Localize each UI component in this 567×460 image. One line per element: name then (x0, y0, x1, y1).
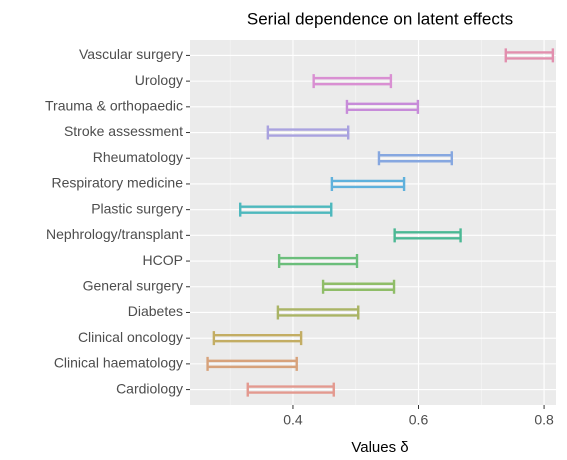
interval (212, 331, 303, 346)
interval (330, 176, 406, 191)
interval (276, 305, 360, 320)
interval (246, 382, 335, 397)
y-tick-label: Vascular surgery (79, 46, 183, 62)
interval (321, 279, 396, 294)
y-tick-label: Clinical haematology (54, 355, 183, 371)
y-tick-label: Cardiology (116, 380, 183, 396)
y-tick-label: Clinical oncology (78, 329, 183, 345)
chart-title: Serial dependence on latent effects (247, 9, 513, 28)
interval (266, 125, 350, 140)
interval (239, 202, 333, 217)
y-tick-label: General surgery (83, 277, 183, 293)
y-tick-label: Urology (135, 72, 183, 88)
interval (312, 74, 393, 89)
interval (393, 228, 462, 243)
x-tick-label: 0.8 (534, 412, 554, 428)
y-tick-label: Stroke assessment (64, 123, 183, 139)
interval (504, 48, 555, 63)
interval (345, 99, 420, 114)
x-axis-title: Values δ (351, 439, 408, 456)
y-tick-label: Respiratory medicine (52, 175, 184, 191)
y-tick-label: Diabetes (128, 303, 183, 319)
interval (377, 151, 453, 166)
y-tick-label: Nephrology/transplant (46, 226, 183, 242)
y-tick-label: Trauma & orthopaedic (45, 98, 183, 114)
y-tick-label: Rheumatology (93, 149, 183, 165)
interval (277, 254, 359, 269)
x-tick-label: 0.4 (283, 412, 303, 428)
interval (206, 356, 298, 371)
panel (190, 40, 556, 405)
y-tick-label: HCOP (143, 252, 183, 268)
y-tick-label: Plastic surgery (91, 200, 183, 216)
x-tick-label: 0.6 (409, 412, 429, 428)
